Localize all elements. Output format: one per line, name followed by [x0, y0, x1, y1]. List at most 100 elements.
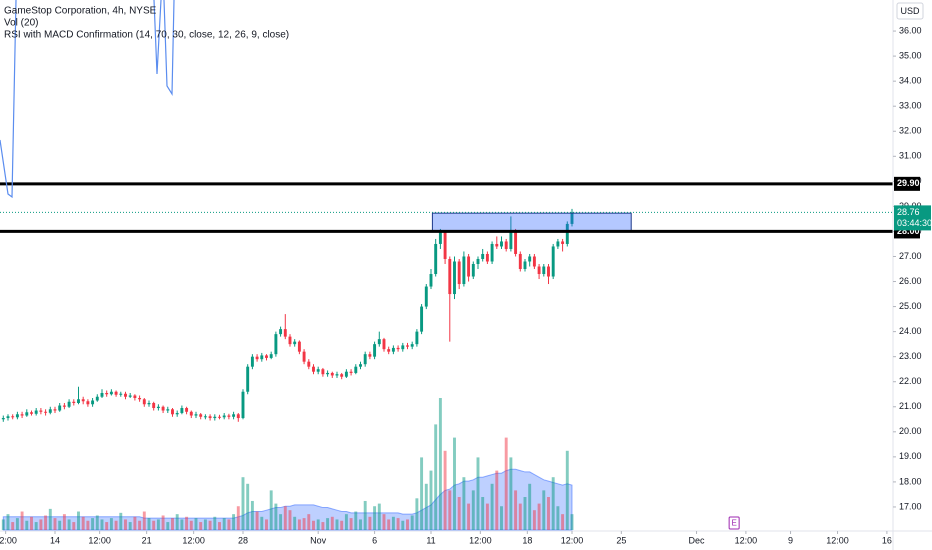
volume-bar	[180, 519, 184, 530]
candle-body	[152, 403, 156, 409]
axes: 17.00 18.00 19.00 20.00 21.00 22.00 23.00 24.00…	[0, 25, 932, 545]
volume-bar	[415, 498, 419, 530]
volume-bar	[279, 514, 283, 530]
volume-bar	[467, 503, 471, 530]
candle-body	[377, 339, 381, 345]
volume-bar	[443, 450, 447, 530]
volume-bar	[340, 520, 344, 530]
candle-body	[250, 356, 254, 367]
level-label: 29.90	[897, 178, 920, 188]
candle-body	[199, 414, 203, 417]
candle-body	[340, 374, 344, 377]
volume-bar	[109, 518, 113, 530]
volume-bar	[556, 506, 560, 530]
volume-bar	[500, 506, 503, 530]
y-tick-label: 33.00	[899, 101, 922, 111]
x-tick-label: 9	[788, 535, 793, 545]
candle-body	[15, 414, 19, 418]
candle-body	[77, 399, 80, 404]
y-tick-label: 25.00	[899, 301, 922, 311]
candle-body	[485, 253, 489, 262]
candle-body	[72, 401, 76, 404]
y-tick-label: 18.00	[899, 476, 922, 486]
candle-body	[509, 231, 513, 249]
volume-bar	[147, 518, 151, 530]
y-tick-label: 22.00	[899, 376, 922, 386]
candle-body	[523, 261, 527, 270]
candle-body	[565, 223, 569, 244]
y-tick-label: 26.00	[899, 276, 922, 286]
volume-bar	[189, 520, 193, 530]
candle-body	[424, 286, 428, 307]
volume-bar	[175, 514, 179, 530]
candle-body	[302, 351, 306, 362]
volume-bar	[222, 518, 226, 530]
candle-body	[518, 253, 522, 270]
volume-bar	[185, 516, 189, 530]
candle-body	[105, 392, 109, 395]
candle-body	[476, 258, 480, 264]
candle-body	[138, 398, 142, 400]
candle-body	[528, 256, 532, 262]
candle-body	[246, 366, 250, 392]
currency[interactable]: USD	[900, 6, 920, 16]
y-tick-label: 21.00	[899, 401, 922, 411]
volume-bar	[203, 519, 207, 530]
candle-body	[344, 371, 348, 377]
volume-bar	[401, 520, 405, 530]
volume-bar	[208, 520, 212, 530]
volume-bar	[420, 457, 424, 530]
volume-bar	[307, 514, 311, 530]
event-label: E	[731, 519, 736, 528]
volume-bar	[194, 518, 198, 530]
volume-bar	[518, 503, 522, 530]
candle-body	[203, 416, 207, 418]
candle-body	[208, 416, 212, 419]
legend-indicator: Vol (20)	[4, 18, 38, 29]
candle-body	[194, 414, 198, 416]
currency-box[interactable]	[896, 2, 924, 20]
x-tick-label: 12:00	[735, 535, 758, 545]
candle-body	[349, 371, 353, 373]
candle-body	[542, 266, 546, 275]
volume-bar	[25, 520, 29, 530]
candle-body	[429, 274, 433, 287]
candle-body	[128, 395, 132, 397]
volume-bar	[11, 522, 15, 530]
volume-bar	[30, 516, 33, 530]
volume-bar	[330, 516, 334, 530]
candle-body	[288, 336, 292, 345]
volume-bar	[53, 518, 57, 530]
volume-bar	[20, 511, 24, 530]
candle-body	[570, 212, 574, 224]
y-tick-label: 20.00	[899, 426, 922, 436]
candle-body	[495, 243, 499, 247]
candle-body	[241, 391, 245, 419]
candle-body	[312, 366, 315, 372]
x-tick-label: 16	[882, 535, 892, 545]
volume-bar	[128, 522, 132, 530]
volume-bar	[547, 497, 550, 530]
volume-bar	[542, 490, 546, 530]
volume-bar	[138, 520, 142, 530]
volume-bar	[156, 519, 160, 530]
volume-bar	[77, 511, 80, 530]
volume-bar	[67, 519, 71, 530]
candle-body	[514, 231, 518, 254]
candle-body	[218, 416, 221, 418]
x-tick-label: 6	[372, 535, 377, 545]
candle-body	[326, 372, 330, 375]
volume-bar	[274, 503, 278, 530]
candle-body	[335, 374, 339, 376]
candle-body	[448, 258, 452, 295]
candle-body	[222, 415, 226, 418]
candle-body	[504, 241, 508, 249]
volume-bar	[95, 515, 99, 530]
volume-bar	[509, 457, 513, 530]
volume-bar	[504, 437, 508, 530]
candle-body	[161, 406, 165, 411]
volume-bar	[255, 511, 259, 530]
x-tick-label: 12:00	[561, 535, 584, 545]
candle-body	[142, 399, 146, 405]
